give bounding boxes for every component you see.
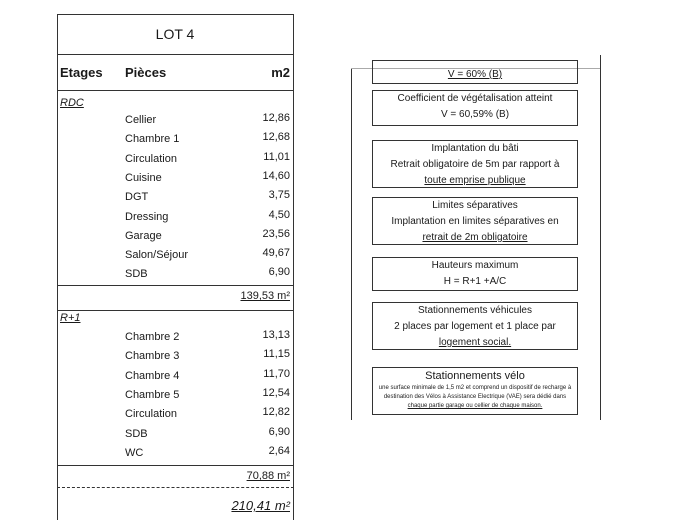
rule-text: retrait de 2m obligatoire bbox=[422, 232, 528, 243]
divider bbox=[57, 14, 294, 15]
grand-total: 210,41 m² bbox=[231, 498, 290, 513]
room-name: Garage bbox=[125, 229, 162, 242]
room-name: DGT bbox=[125, 191, 149, 204]
room-area: 6,90 bbox=[268, 266, 290, 279]
divider bbox=[600, 55, 601, 420]
room-name: WC bbox=[125, 446, 144, 459]
divider bbox=[57, 487, 294, 488]
table-title: LOT 4 bbox=[155, 26, 195, 42]
divider bbox=[57, 465, 294, 466]
rule-text: Retrait obligatoire de 5m par rapport à bbox=[390, 159, 560, 170]
room-area: 12,82 bbox=[262, 406, 290, 419]
room-name: Circulation bbox=[125, 408, 177, 421]
rule-box: Stationnements vélo une surface minimale … bbox=[372, 367, 578, 415]
rule-text: Implantation en limites séparatives en bbox=[391, 216, 559, 227]
room-area: 3,75 bbox=[268, 189, 290, 202]
room-area: 14,60 bbox=[262, 169, 290, 182]
room-area: 11,01 bbox=[263, 150, 290, 163]
room-name: Chambre 1 bbox=[125, 133, 180, 146]
rule-title: Stationnements vélo bbox=[425, 370, 525, 382]
subtotal-rdc: 139,53 m² bbox=[240, 290, 290, 302]
header-m2: m2 bbox=[271, 65, 290, 80]
room-area: 49,67 bbox=[262, 247, 290, 260]
room-name: Cuisine bbox=[125, 171, 162, 184]
room-name: SDB bbox=[125, 427, 148, 440]
divider bbox=[57, 285, 294, 286]
divider bbox=[57, 90, 294, 91]
rule-box: Implantation du bâti Retrait obligatoire … bbox=[372, 140, 578, 188]
divider bbox=[57, 14, 58, 520]
room-name: Circulation bbox=[125, 152, 177, 165]
rule-title: Hauteurs maximum bbox=[431, 260, 519, 271]
divider bbox=[293, 14, 294, 520]
room-name: Chambre 4 bbox=[125, 369, 180, 382]
rule-text: une surface minimale de 1,5 m2 et compre… bbox=[378, 385, 572, 400]
subtotal-r1: 70,88 m² bbox=[246, 470, 290, 482]
room-name: Chambre 3 bbox=[125, 350, 180, 363]
room-area: 23,56 bbox=[262, 227, 290, 240]
header-etages: Etages bbox=[60, 65, 103, 80]
room-area: 12,86 bbox=[262, 112, 290, 124]
rule-text: V = 60% (B) bbox=[447, 69, 503, 80]
rule-text: H = R+1 +A/C bbox=[443, 276, 507, 287]
room-area: 12,68 bbox=[262, 131, 290, 144]
rule-text: 2 places par logement et 1 place par bbox=[394, 321, 556, 332]
rule-box: Hauteurs maximum H = R+1 +A/C bbox=[372, 257, 578, 291]
room-area: 11,70 bbox=[263, 367, 290, 380]
rule-text: toute emprise publique bbox=[424, 175, 526, 186]
rule-title: Stationnements véhicules bbox=[418, 305, 532, 316]
rule-box: Coefficient de végétalisation atteint V =… bbox=[372, 90, 578, 126]
rule-title: Implantation du bâti bbox=[431, 143, 519, 154]
rule-box: Limites séparatives Implantation en limit… bbox=[372, 197, 578, 245]
rule-box: V = 60% (B) bbox=[372, 60, 578, 84]
room-name: Dressing bbox=[125, 210, 169, 223]
rule-box: Stationnements véhicules 2 places par log… bbox=[372, 302, 578, 350]
rule-title: Coefficient de végétalisation atteint bbox=[397, 93, 553, 104]
rule-title: Limites séparatives bbox=[432, 200, 518, 211]
room-name: Salon/Séjour bbox=[125, 249, 188, 262]
room-name: SDB bbox=[125, 268, 148, 281]
header-pieces: Pièces bbox=[125, 65, 167, 80]
room-area: 12,54 bbox=[262, 386, 290, 399]
divider bbox=[57, 310, 294, 311]
rule-text: chaque partie garage ou cellier de chaqu… bbox=[407, 403, 543, 409]
room-area: 13,13 bbox=[262, 329, 290, 341]
room-area: 11,15 bbox=[263, 348, 290, 361]
room-area: 4,50 bbox=[268, 208, 290, 221]
room-area: 2,64 bbox=[268, 444, 290, 457]
room-name: Cellier bbox=[125, 114, 157, 126]
floor-label: R+1 bbox=[60, 312, 81, 324]
room-area: 6,90 bbox=[268, 425, 290, 438]
rule-text: V = 60,59% (B) bbox=[440, 109, 510, 120]
room-name: Chambre 2 bbox=[125, 331, 180, 343]
room-name: Chambre 5 bbox=[125, 388, 180, 401]
floor-label: RDC bbox=[60, 97, 84, 109]
divider bbox=[351, 68, 352, 420]
rule-text: logement social. bbox=[438, 337, 512, 348]
divider bbox=[57, 54, 294, 55]
divider bbox=[351, 68, 600, 69]
